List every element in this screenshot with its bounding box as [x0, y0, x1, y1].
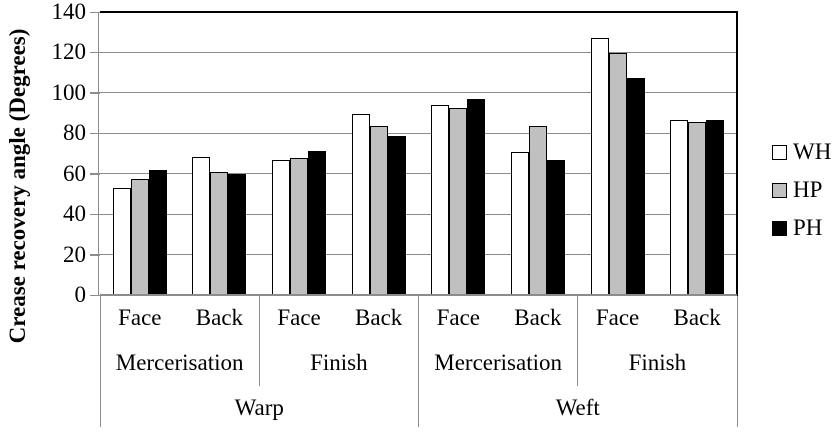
y-tick-label-80: 80 [63, 120, 86, 146]
y-tick-20 [90, 254, 100, 256]
bar-WH-2 [192, 156, 211, 295]
y-tick-label-20: 20 [63, 241, 86, 267]
separator-direction-8 [736, 296, 738, 427]
bar-PH-6 [546, 159, 565, 295]
category-face-back-2: Back [195, 305, 244, 330]
legend: WH HP PH [772, 133, 831, 247]
category-process-4: Finish [628, 350, 687, 375]
separator-direction-4 [418, 296, 419, 427]
bar-WH-7 [590, 38, 609, 295]
legend-label-HP: HP [793, 177, 823, 202]
y-axis-title: Crease recovery angle (Degrees) [5, 28, 30, 344]
bar-HP-2 [210, 171, 229, 295]
bar-PH-3 [308, 151, 327, 295]
plot-border-right [736, 11, 738, 296]
bar-PH-4 [387, 136, 406, 295]
plot-border-top [100, 11, 737, 13]
gridline-40 [100, 213, 737, 215]
legend-item-HP: HP [772, 171, 831, 209]
bar-PH-2 [228, 173, 247, 295]
legend-item-PH: PH [772, 209, 831, 247]
bar-PH-7 [626, 77, 645, 295]
gridline-100 [100, 92, 737, 94]
category-face-back-6: Back [514, 305, 562, 330]
legend-label-PH: PH [793, 215, 823, 240]
category-direction-2: Weft [555, 395, 600, 420]
bar-WH-4 [351, 114, 370, 295]
category-process-1: Mercerisation [115, 350, 244, 375]
bar-HP-5 [449, 108, 468, 295]
category-direction-1: Warp [234, 395, 284, 420]
category-face-back-7: Face [595, 305, 640, 330]
bar-WH-8 [670, 120, 689, 295]
bar-PH-8 [706, 120, 725, 295]
y-axis-line [98, 12, 99, 296]
y-tick-80 [90, 132, 100, 135]
gridline-80 [100, 132, 737, 134]
bar-HP-3 [290, 157, 309, 295]
y-tick-140 [90, 11, 100, 13]
bar-WH-1 [112, 187, 131, 295]
legend-marker-HP [772, 182, 787, 198]
bar-PH-1 [148, 169, 167, 295]
gridline-60 [100, 173, 737, 175]
legend-marker-WH [772, 144, 787, 160]
category-process-3: Mercerisation [434, 350, 562, 375]
y-tick-label-60: 60 [63, 160, 86, 186]
y-tick-40 [90, 213, 100, 216]
y-tick-label-120: 120 [51, 39, 87, 65]
x-axis-line [100, 294, 737, 296]
y-tick-100 [90, 92, 100, 94]
y-tick-60 [90, 173, 100, 175]
bar-PH-5 [467, 98, 486, 295]
gridline-20 [100, 254, 737, 256]
gridline-120 [100, 51, 737, 53]
y-tick-120 [90, 51, 100, 54]
bar-HP-4 [369, 126, 388, 295]
category-face-back-5: Face [436, 305, 481, 330]
bar-HP-6 [528, 126, 547, 295]
category-face-back-1: Face [118, 305, 162, 330]
bar-WH-6 [510, 152, 529, 295]
y-tick-0 [90, 294, 100, 296]
legend-item-WH: WH [772, 133, 831, 171]
legend-marker-PH [772, 220, 787, 236]
bar-WH-3 [272, 159, 291, 295]
bar-HP-1 [130, 178, 149, 295]
y-tick-label-140: 140 [51, 0, 87, 24]
category-process-2: Finish [310, 350, 368, 375]
legend-label-WH: WH [793, 139, 832, 164]
y-tick-label-100: 100 [51, 79, 87, 105]
y-tick-label-40: 40 [63, 201, 86, 227]
bar-HP-8 [688, 122, 707, 295]
separator-process-6 [577, 296, 579, 386]
category-face-back-3: Face [277, 305, 321, 330]
category-face-back-8: Back [673, 305, 721, 330]
bar-WH-5 [431, 104, 450, 295]
category-face-back-4: Back [355, 305, 403, 330]
separator-process-2 [258, 296, 260, 386]
separator-direction-0 [99, 296, 101, 427]
y-tick-label-0: 0 [74, 282, 87, 307]
bar-HP-7 [608, 53, 627, 295]
